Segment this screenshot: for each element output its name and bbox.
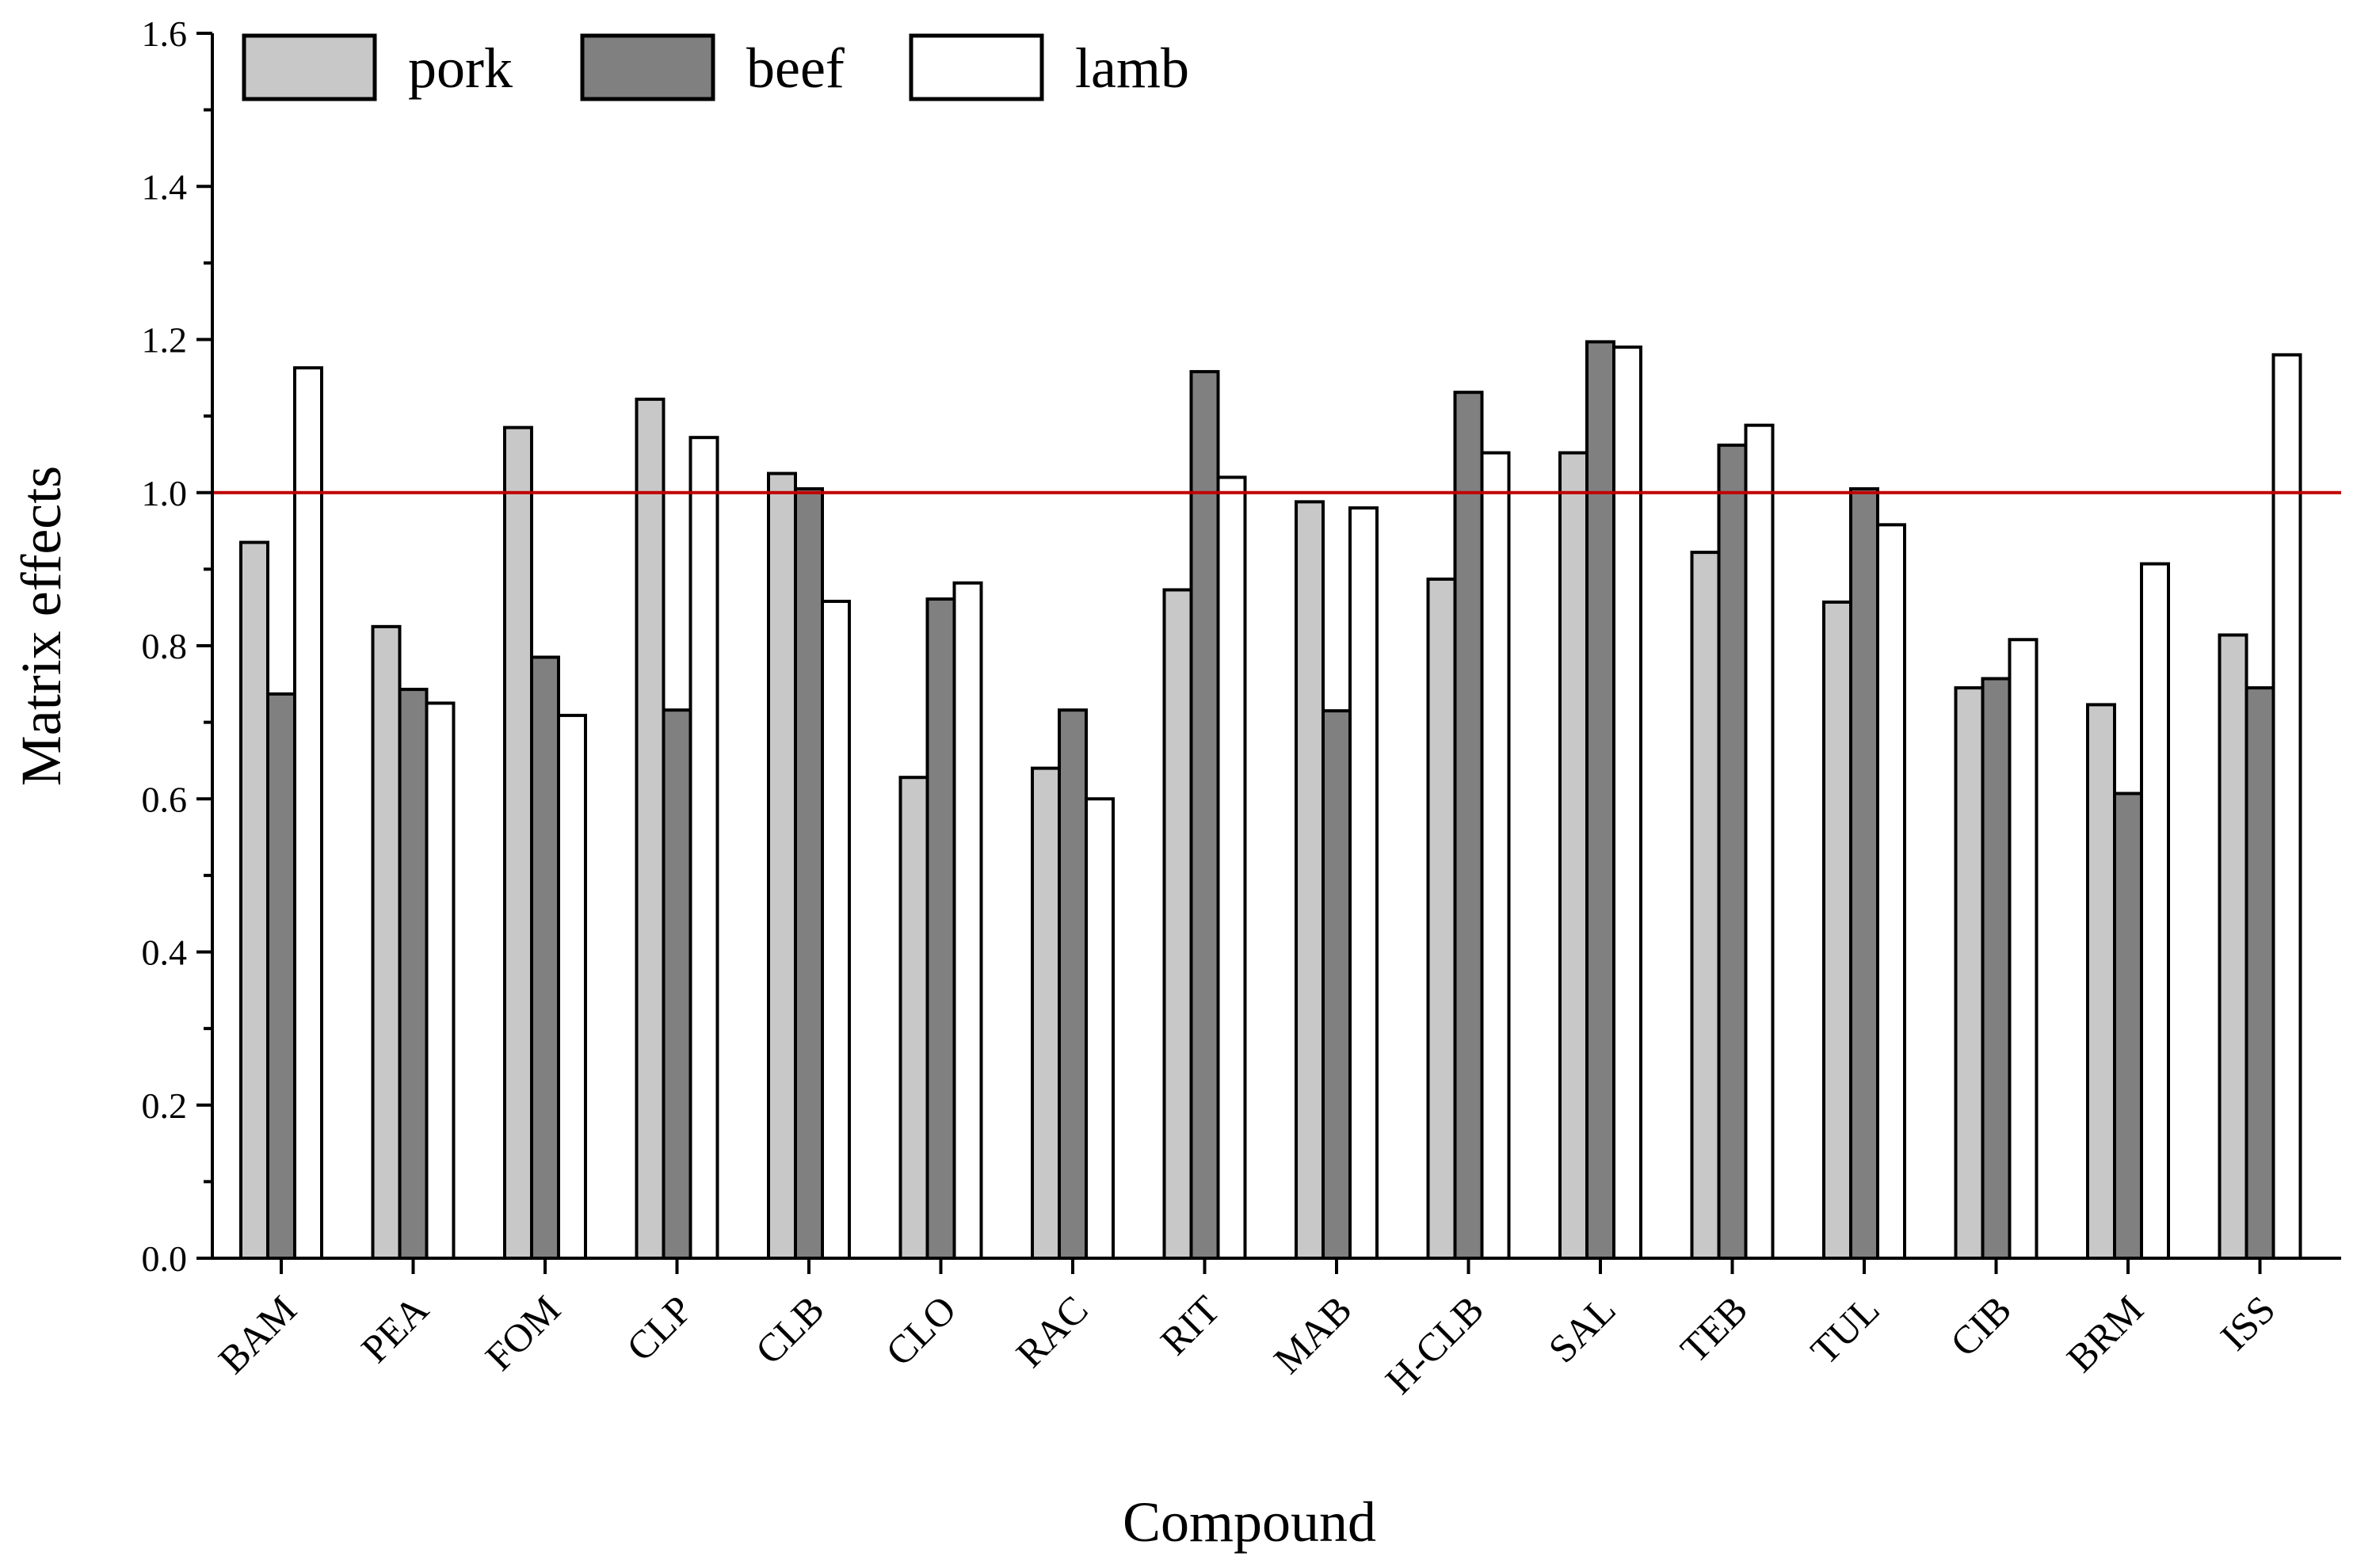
bar-beef-clo [925, 597, 956, 1260]
bar-pork-rit [1162, 588, 1193, 1260]
y-tick-label: 1.6 [142, 13, 188, 54]
bar-beef-iss [2244, 686, 2275, 1260]
bar-pork-clo [898, 776, 929, 1260]
x-tick-label-sal: SAL [1539, 1287, 1623, 1371]
y-tick-label: 0.2 [142, 1085, 188, 1126]
x-tick-label-h-clb: H-CLB [1377, 1287, 1493, 1402]
bar-pork-rac [1031, 766, 1061, 1260]
x-tick-label-mab: MAB [1265, 1287, 1360, 1382]
bar-lamb-clb [821, 599, 851, 1260]
bar-lamb-rit [1216, 475, 1247, 1260]
x-tick-label-teb: TEB [1672, 1287, 1756, 1371]
bar-beef-rac [1058, 708, 1088, 1260]
x-tick-label-bam: BAM [210, 1287, 305, 1382]
x-tick-label-clp: CLP [618, 1287, 700, 1369]
bar-lamb-teb [1744, 423, 1775, 1260]
bar-pork-bam [239, 540, 269, 1260]
bar-lamb-sal [1612, 345, 1642, 1261]
bar-beef-fom [530, 655, 560, 1260]
bar-lamb-cib [2008, 638, 2039, 1260]
bar-lamb-rac [1085, 797, 1115, 1260]
x-tick-label-brm: BRM [2058, 1287, 2152, 1380]
bar-pork-brm [2086, 703, 2116, 1260]
legend-label-lamb: lamb [1075, 36, 1189, 100]
bar-beef-sal [1585, 340, 1615, 1260]
y-tick-label: 0.4 [142, 933, 188, 973]
legend-swatch-pork [242, 33, 377, 101]
bar-pork-cib [1954, 686, 1985, 1260]
bar-lamb-mab [1348, 506, 1379, 1260]
x-tick-label-clb: CLB [746, 1287, 832, 1372]
y-tick-label: 0.0 [142, 1238, 188, 1279]
y-axis-title: Matrix effects [10, 466, 73, 787]
bar-lamb-fom [557, 713, 587, 1260]
y-tick-label: 0.6 [142, 779, 188, 819]
bar-pork-fom [503, 425, 533, 1260]
x-tick-label-pea: PEA [353, 1287, 437, 1371]
bar-lamb-tul [1876, 523, 1906, 1260]
bar-pork-clp [635, 397, 666, 1260]
bar-beef-pea [398, 688, 429, 1260]
x-tick-label-iss: ISS [2212, 1287, 2284, 1359]
x-tick-label-clo: CLO [877, 1287, 964, 1374]
bar-pork-iss [2218, 633, 2248, 1260]
bar-pork-pea [371, 624, 402, 1260]
x-tick-label-rac: RAC [1007, 1287, 1096, 1375]
y-tick-label: 1.4 [142, 166, 188, 207]
y-tick-label: 1.0 [142, 473, 188, 513]
bars-layer [239, 340, 2302, 1261]
bar-pork-sal [1558, 451, 1588, 1260]
legend-swatch-lamb [909, 33, 1044, 101]
bar-beef-bam [266, 692, 296, 1260]
bar-beef-mab [1322, 709, 1352, 1260]
bar-lamb-iss [2271, 353, 2302, 1261]
bar-beef-cib [1981, 677, 2012, 1260]
bar-lamb-pea [425, 701, 456, 1260]
x-tick-label-fom: FOM [477, 1287, 569, 1379]
bar-pork-h-clb [1426, 577, 1457, 1260]
bar-beef-tul [1849, 486, 1879, 1260]
x-axis-title: Compound [1123, 1490, 1376, 1554]
bar-beef-rit [1189, 370, 1220, 1260]
bar-pork-teb [1690, 551, 1721, 1260]
bar-lamb-clo [952, 581, 983, 1260]
x-tick-label-cib: CIB [1942, 1287, 2020, 1365]
bar-beef-clp [662, 708, 692, 1260]
bar-lamb-h-clb [1480, 451, 1511, 1260]
legend-label-beef: beef [746, 36, 845, 100]
bar-pork-tul [1822, 600, 1852, 1260]
bar-beef-brm [2113, 792, 2143, 1260]
y-tick-label: 0.8 [142, 626, 188, 666]
y-tick-label: 1.2 [142, 320, 188, 361]
x-tick-label-tul: TUL [1802, 1287, 1887, 1372]
bar-beef-clb [794, 486, 824, 1260]
bar-beef-h-clb [1453, 391, 1484, 1260]
x-tick-label-rit: RIT [1152, 1287, 1229, 1364]
bar-pork-clb [767, 471, 797, 1260]
bar-lamb-brm [2140, 562, 2170, 1260]
bar-beef-teb [1717, 443, 1748, 1260]
bar-lamb-clp [688, 436, 719, 1260]
legend-label-pork: pork [408, 36, 513, 100]
legend: pork beef lamb [242, 33, 1189, 101]
bar-pork-mab [1295, 500, 1325, 1260]
legend-swatch-beef [580, 33, 715, 101]
bar-lamb-bam [293, 366, 323, 1261]
